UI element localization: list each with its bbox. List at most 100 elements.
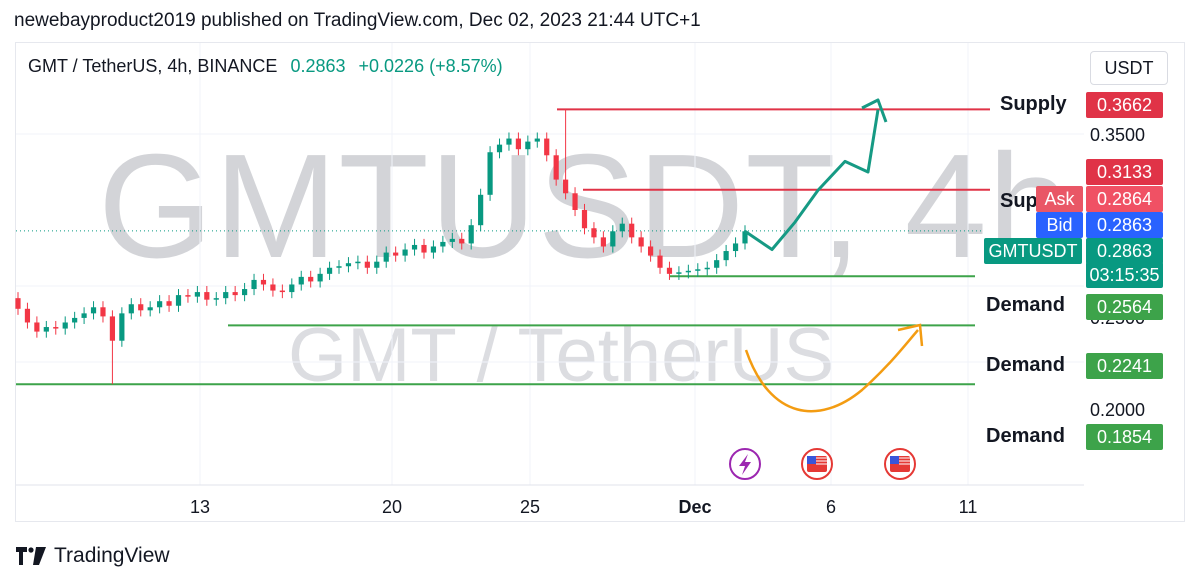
- tradingview-logo-icon: [16, 547, 46, 565]
- candle-body: [100, 307, 106, 317]
- candle-body: [279, 290, 285, 293]
- candle-body: [53, 327, 59, 329]
- candle-body: [411, 244, 418, 250]
- candle-body: [496, 144, 503, 153]
- candle-body: [62, 322, 68, 329]
- candle-body: [468, 225, 474, 244]
- ask-price-tag: 0.2864: [1086, 186, 1163, 212]
- candle-body: [572, 193, 578, 210]
- bid-price-tag: 0.2863: [1086, 212, 1163, 238]
- candle-body: [525, 141, 531, 150]
- brand-name: TradingView: [54, 544, 170, 567]
- candle-body: [194, 292, 200, 297]
- x-tick-label: 25: [519, 497, 541, 517]
- y-tick-label: 0.3500: [1090, 125, 1146, 145]
- candle-body: [714, 260, 720, 268]
- flag-canton: [807, 456, 816, 464]
- candle-body: [610, 231, 616, 247]
- candle-body: [260, 279, 267, 285]
- x-tick-label: 6: [825, 497, 837, 517]
- candle-body: [393, 252, 399, 256]
- candle-body: [34, 322, 40, 332]
- candle-body: [695, 269, 701, 271]
- candle-body: [581, 210, 588, 229]
- candle-body: [515, 138, 521, 150]
- candle-body: [657, 255, 663, 268]
- x-tick-label: Dec: [678, 497, 712, 517]
- currency-selector[interactable]: USDT: [1090, 51, 1168, 85]
- candle-body: [119, 313, 125, 341]
- ask-label: Ask: [1036, 186, 1083, 212]
- forecast-path: [744, 109, 880, 252]
- symbol-price: 0.2863: [290, 56, 346, 76]
- candle-body: [591, 228, 597, 238]
- candle-body: [308, 276, 314, 282]
- candle-body: [440, 241, 446, 247]
- candle-body: [147, 307, 153, 311]
- candle-body: [81, 313, 87, 318]
- candle-body: [270, 284, 276, 291]
- candle-body: [175, 295, 182, 306]
- candle-body: [638, 237, 644, 247]
- candle-body: [43, 327, 49, 332]
- candle-body: [109, 316, 116, 341]
- candle-body: [138, 304, 144, 311]
- candle-body: [629, 223, 635, 238]
- candle-body: [345, 263, 352, 267]
- last-price-tag: 0.2863: [1086, 238, 1163, 264]
- candle-body: [534, 138, 540, 142]
- candle-body: [402, 249, 408, 256]
- candle-body: [563, 179, 569, 194]
- candle-body: [544, 138, 550, 156]
- candle-body: [289, 284, 295, 293]
- candle-body: [213, 298, 219, 300]
- demand-label: Demand: [986, 425, 1065, 447]
- candle-body: [24, 308, 31, 323]
- publish-line: newebayproduct2019 published on TradingV…: [14, 10, 701, 31]
- candle-body: [374, 261, 380, 268]
- demand-price-tag: 0.2564: [1086, 294, 1163, 320]
- candle-body: [336, 266, 342, 268]
- chart-frame: [15, 42, 1185, 522]
- candle-body: [430, 246, 437, 253]
- candle-body: [232, 292, 238, 296]
- candle-body: [128, 304, 134, 314]
- supply-price-tag: 0.3662: [1086, 92, 1163, 118]
- alt-forecast-path: [744, 329, 919, 413]
- symbol-tag: GMTUSDT: [984, 238, 1082, 264]
- candle-body: [223, 292, 229, 299]
- supply-label: Supply: [1000, 93, 1067, 115]
- candle-body: [157, 301, 163, 308]
- candle-body: [619, 223, 625, 232]
- demand-label: Demand: [986, 294, 1065, 316]
- candle-body: [600, 237, 606, 247]
- candle-body: [15, 298, 21, 309]
- bid-label: Bid: [1036, 212, 1083, 238]
- candle-body: [298, 276, 304, 285]
- candle-body: [204, 292, 210, 300]
- candle-body: [459, 238, 465, 244]
- symbol-legend[interactable]: GMT / TetherUS, 4h, BINANCE 0.2863 +0.02…: [28, 56, 503, 77]
- candle-body: [666, 267, 673, 274]
- candle-body: [449, 238, 455, 242]
- candle-body: [487, 152, 493, 195]
- candle-body: [685, 270, 691, 273]
- tradingview-brand[interactable]: TradingView: [16, 544, 170, 568]
- symbol-name: GMT / TetherUS, 4h, BINANCE: [28, 56, 278, 76]
- candle-body: [383, 252, 389, 262]
- x-tick-label: 13: [189, 497, 211, 517]
- x-tick-label: 11: [958, 497, 978, 517]
- candle-body: [647, 246, 654, 256]
- candle-body: [723, 251, 729, 261]
- bar-countdown: 03:15:35: [1086, 262, 1163, 288]
- candle-body: [478, 194, 484, 226]
- candle-body: [72, 317, 78, 323]
- lightning-glyph: [739, 454, 751, 475]
- symbol-change: +0.0226 (+8.57%): [358, 56, 503, 76]
- candle-body: [317, 273, 323, 282]
- flag-canton: [890, 456, 899, 464]
- candle-body: [364, 261, 370, 268]
- candle-body: [355, 261, 361, 264]
- candle-body: [676, 272, 682, 274]
